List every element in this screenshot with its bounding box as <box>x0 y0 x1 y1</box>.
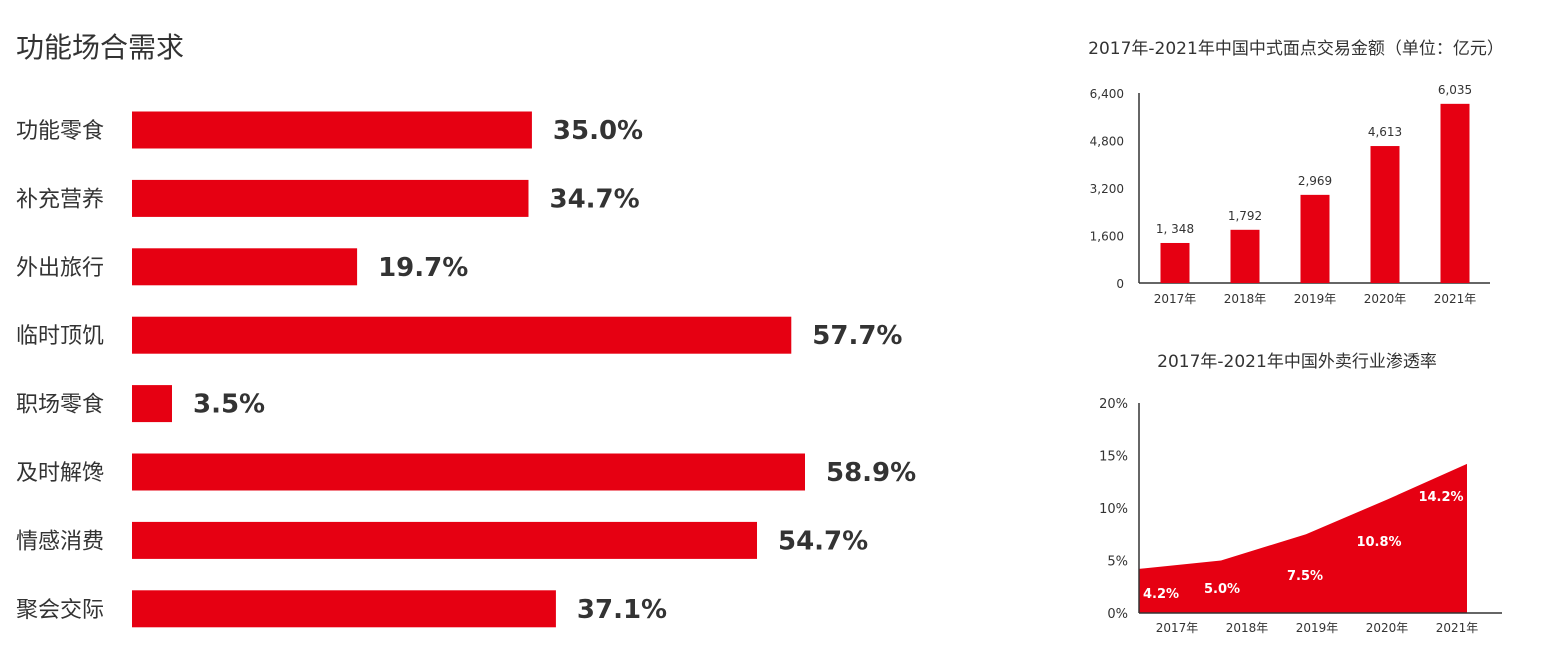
y-tick-label: 4,800 <box>1090 135 1124 149</box>
value-label: 6,035 <box>1438 83 1472 97</box>
value-label: 54.7% <box>778 526 868 556</box>
category-label: 临时顶饥 <box>16 324 104 349</box>
value-label: 37.1% <box>577 595 667 625</box>
x-tick-label: 2020年 <box>1364 292 1407 306</box>
x-tick-label: 2019年 <box>1294 292 1337 306</box>
bar <box>1300 194 1330 283</box>
y-tick-label: 3,200 <box>1090 182 1124 196</box>
value-label: 1, 348 <box>1156 222 1194 236</box>
chart-title: 2017年-2021年中国中式面点交易金额（单位：亿元） <box>1088 39 1504 59</box>
value-label: 57.7% <box>812 321 902 351</box>
y-tick-label: 5% <box>1107 555 1128 570</box>
main-chart-title: 功能场合需求 <box>16 31 185 64</box>
x-tick-label: 2018年 <box>1226 621 1269 635</box>
value-label: 35.0% <box>553 116 643 146</box>
value-label: 34.7% <box>549 184 639 214</box>
x-tick-label: 2020年 <box>1366 621 1409 635</box>
x-tick-label: 2021年 <box>1436 621 1479 635</box>
category-label: 职场零食 <box>16 393 104 418</box>
chart-title: 2017年-2021年中国外卖行业渗透率 <box>1157 352 1437 372</box>
value-label: 2,969 <box>1298 174 1332 188</box>
x-tick-label: 2018年 <box>1224 292 1267 306</box>
area-series <box>1139 463 1467 613</box>
value-label: 5.0% <box>1204 582 1240 597</box>
value-label: 10.8% <box>1356 535 1401 550</box>
category-label: 聚会交际 <box>16 598 104 623</box>
x-tick-label: 2021年 <box>1434 292 1477 306</box>
trade-amount-bar-chart: 2017年-2021年中国中式面点交易金额（单位：亿元） 0 1,600 3,200 4… <box>1088 39 1504 306</box>
category-label: 及时解馋 <box>16 461 104 486</box>
value-label: 4.2% <box>1143 587 1179 602</box>
value-label: 7.5% <box>1287 569 1323 584</box>
bar <box>132 521 758 559</box>
x-tick-label: 2017年 <box>1156 621 1199 635</box>
bar <box>132 111 532 149</box>
y-tick-label: 15% <box>1099 450 1128 465</box>
bar <box>1230 229 1260 283</box>
category-label: 外出旅行 <box>16 256 104 281</box>
bar <box>132 248 358 286</box>
value-label: 3.5% <box>193 390 265 420</box>
category-label: 补充营养 <box>16 187 104 212</box>
value-label: 14.2% <box>1418 490 1463 505</box>
y-tick-label: 20% <box>1099 397 1128 412</box>
value-label: 4,613 <box>1368 125 1402 139</box>
value-label: 19.7% <box>378 253 468 283</box>
y-tick-label: 6,400 <box>1090 87 1124 101</box>
x-tick-label: 2019年 <box>1296 621 1339 635</box>
bar <box>132 385 172 423</box>
bar <box>132 316 792 354</box>
bar <box>1440 103 1470 283</box>
category-label: 情感消费 <box>16 529 104 554</box>
bar <box>1370 146 1400 283</box>
y-tick-label: 10% <box>1099 502 1128 517</box>
value-label: 58.9% <box>826 458 916 488</box>
category-label: 功能零食 <box>16 119 104 144</box>
value-label: 1,792 <box>1228 209 1262 223</box>
horizontal-bar-chart: 功能零食 35.0% 补充营养 34.7% 外出旅行 19.7% 临时顶饥 57.7% 职场零食… <box>16 111 916 628</box>
y-tick-label: 0% <box>1107 607 1128 622</box>
y-tick-label: 1,600 <box>1090 230 1124 244</box>
bar <box>1160 242 1190 283</box>
bar <box>132 179 529 217</box>
y-tick-label: 0 <box>1116 277 1124 291</box>
penetration-area-chart: 2017年-2021年中国外卖行业渗透率 0% 5% 10% 15% 20% 4.2% 5.0… <box>1099 352 1502 635</box>
bar <box>132 453 805 491</box>
bar <box>132 590 556 628</box>
x-tick-label: 2017年 <box>1154 292 1197 306</box>
